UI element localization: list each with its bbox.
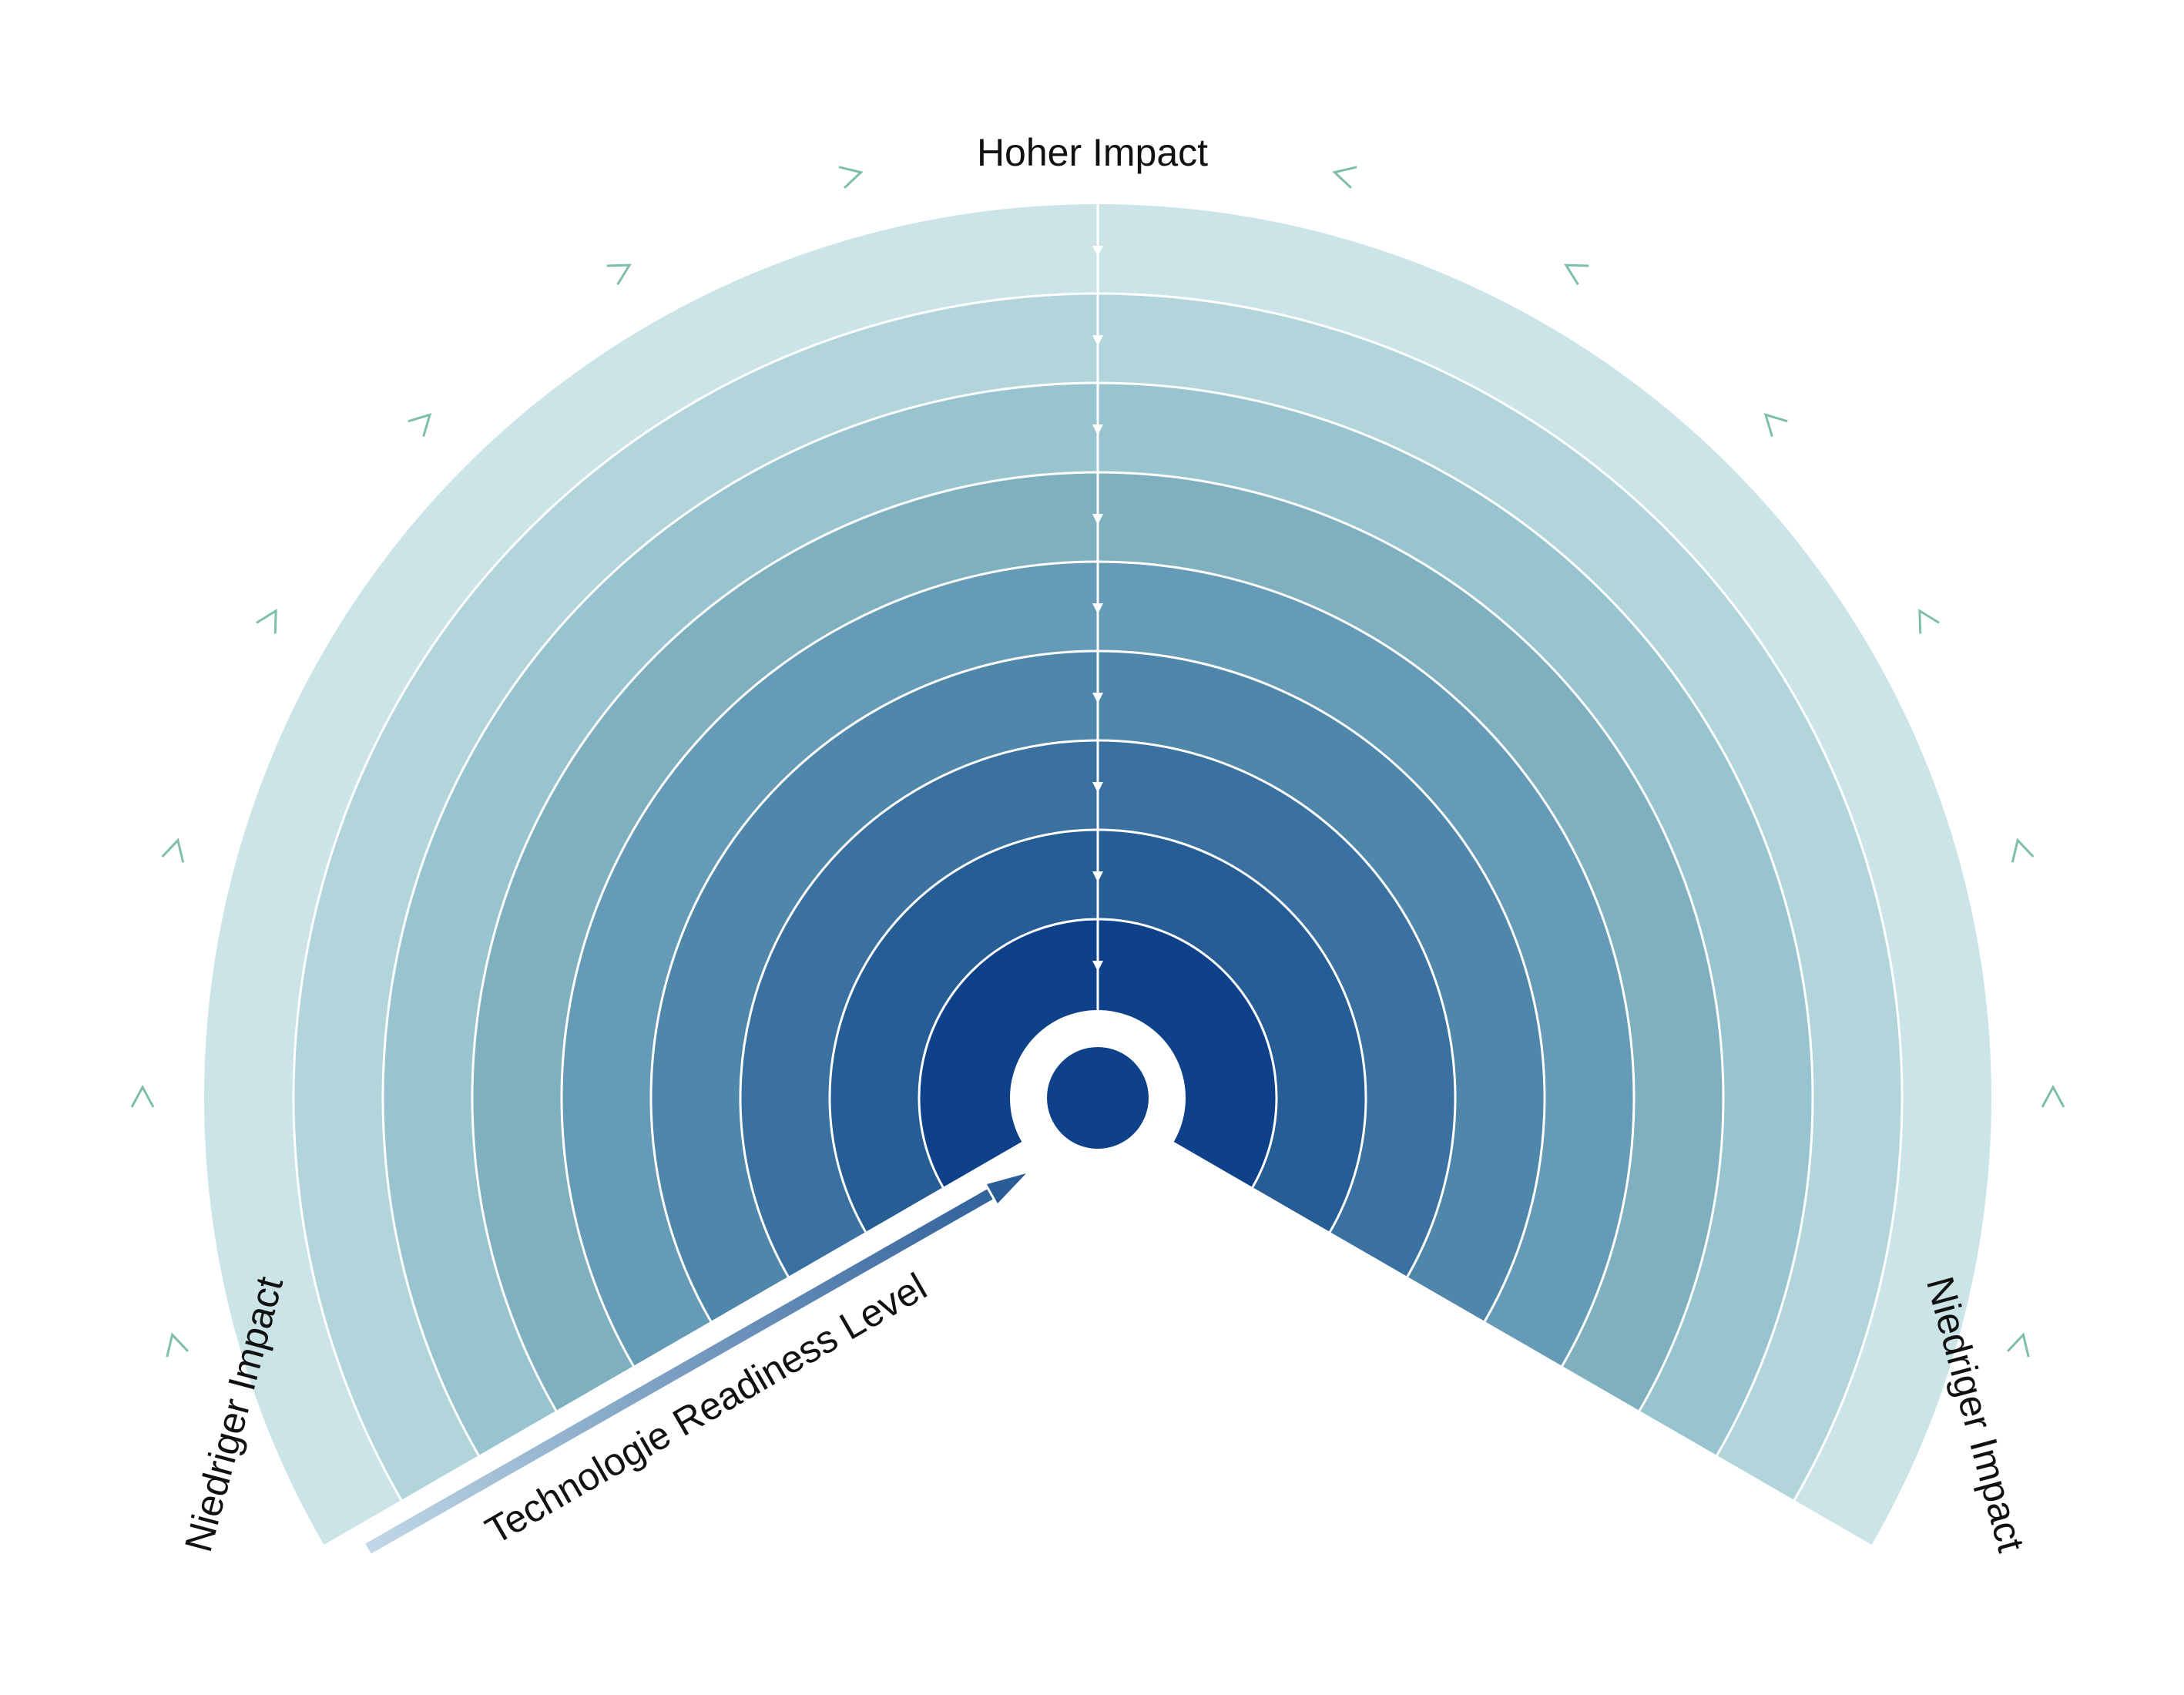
chevron-right-icon bbox=[838, 166, 864, 189]
divider-arrow-icon bbox=[1092, 603, 1103, 614]
chevron-left-icon bbox=[1332, 166, 1357, 189]
trl-axis-arrowhead-icon bbox=[987, 1173, 1026, 1203]
divider-arrow-icon bbox=[1092, 961, 1103, 972]
chevron-left-icon bbox=[1763, 413, 1788, 438]
divider-arrow-icon bbox=[1092, 246, 1103, 257]
vertical-divider bbox=[1092, 204, 1103, 1010]
divider-arrow-icon bbox=[1092, 782, 1103, 793]
chevron-left-icon bbox=[2011, 837, 2035, 863]
divider-arrow-icon bbox=[1092, 693, 1103, 703]
trl-axis-line bbox=[365, 1189, 993, 1554]
chevron-left-icon bbox=[2007, 1332, 2030, 1358]
chevron-right-icon bbox=[408, 413, 432, 438]
ring-band-8 bbox=[830, 830, 1366, 1232]
chevron-left-icon bbox=[1564, 263, 1589, 286]
center-hub bbox=[1010, 1010, 1186, 1186]
label-niedriger-impact-right: Niedriger Impact bbox=[1918, 1272, 2033, 1556]
divider-arrow-icon bbox=[1092, 425, 1103, 435]
chevron-right-icon bbox=[130, 1084, 155, 1108]
chevron-right-icon bbox=[166, 1332, 189, 1358]
divider-arrow-icon bbox=[1092, 514, 1103, 525]
trl-axis-arrow bbox=[365, 1173, 1026, 1554]
divider-arrow-icon bbox=[1092, 335, 1103, 346]
divider-arrow-icon bbox=[1092, 871, 1103, 882]
ring-band-7 bbox=[740, 740, 1455, 1277]
ring-band-5 bbox=[562, 562, 1634, 1366]
chevron-right-icon bbox=[161, 837, 185, 863]
label-hoher-impact: Hoher Impact bbox=[977, 131, 1208, 174]
center-dot bbox=[1047, 1047, 1149, 1149]
chevron-right-icon bbox=[256, 609, 277, 634]
chevron-left-icon bbox=[2041, 1084, 2065, 1108]
ring-band-9 bbox=[919, 918, 1277, 1187]
ring-band-4 bbox=[471, 472, 1723, 1411]
chevron-markers bbox=[130, 166, 2065, 1358]
chevron-left-icon bbox=[1918, 609, 1940, 634]
chevron-right-icon bbox=[606, 263, 632, 286]
